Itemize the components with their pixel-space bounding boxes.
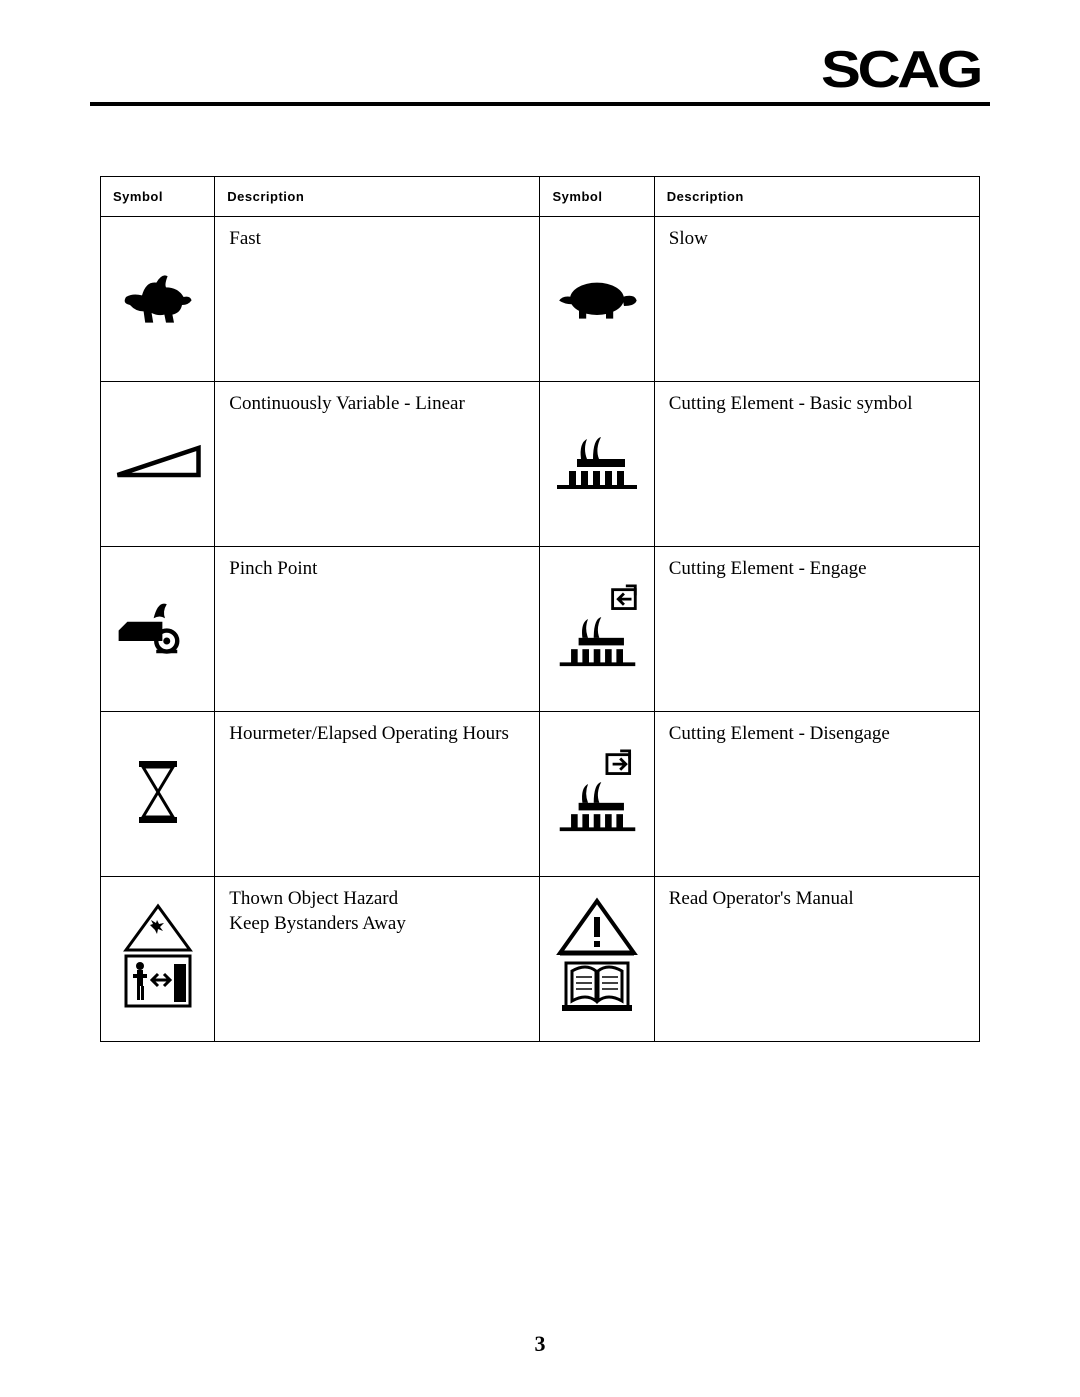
th-desc-2: Description <box>654 177 979 217</box>
desc-turtle: Slow <box>654 217 979 382</box>
desc-cutter-basic: Cutting Element - Basic symbol <box>654 382 979 547</box>
desc-cutter-engage: Cutting Element - Engage <box>654 547 979 712</box>
th-symbol-1: Symbol <box>101 177 215 217</box>
pinch-point-icon <box>101 547 215 712</box>
rabbit-icon <box>101 217 215 382</box>
th-symbol-2: Symbol <box>540 177 654 217</box>
cutter-engage-icon <box>540 547 654 712</box>
cutter-disengage-icon <box>540 712 654 877</box>
desc-wedge-linear: Continuously Variable - Linear <box>215 382 540 547</box>
brand-logo: SCAG <box>0 40 980 100</box>
read-manual-icon <box>540 877 654 1042</box>
header-rule <box>90 102 990 106</box>
wedge-linear-icon <box>101 382 215 547</box>
turtle-icon <box>540 217 654 382</box>
desc-hourglass: Hourmeter/Elapsed Operating Hours <box>215 712 540 877</box>
hourglass-icon <box>101 712 215 877</box>
desc-cutter-disengage: Cutting Element - Disengage <box>654 712 979 877</box>
desc-rabbit: Fast <box>215 217 540 382</box>
page-number: 3 <box>0 1331 1080 1357</box>
thrown-object-icon <box>101 877 215 1042</box>
symbol-table: Symbol Description Symbol Description Fa… <box>100 176 980 1042</box>
th-desc-1: Description <box>215 177 540 217</box>
desc-pinch-point: Pinch Point <box>215 547 540 712</box>
cutter-basic-icon <box>540 382 654 547</box>
desc-read-manual: Read Operator's Manual <box>654 877 979 1042</box>
desc-thrown-object: Thown Object HazardKeep Bystanders Away <box>215 877 540 1042</box>
